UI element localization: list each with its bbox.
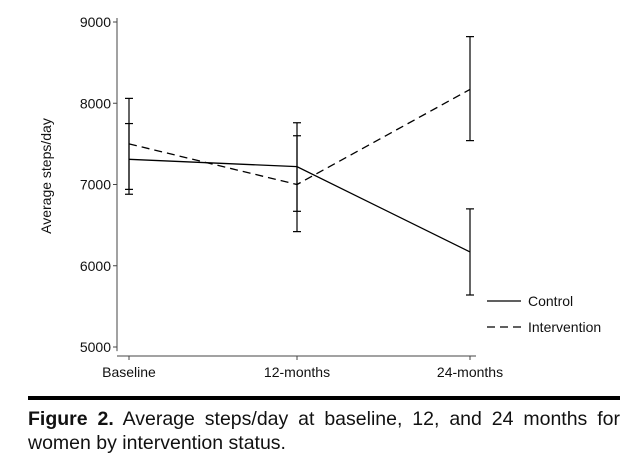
error-bars xyxy=(125,36,474,296)
legend: Control Intervention xyxy=(487,293,601,335)
series-line-intervention xyxy=(128,88,471,186)
caption-text: Average steps/day at baseline, 12, and 2… xyxy=(28,408,620,454)
legend-label: Intervention xyxy=(528,319,601,335)
caption-divider xyxy=(28,396,620,400)
series-lines xyxy=(128,88,471,253)
x-tick-label: 12-months xyxy=(264,364,330,380)
y-tick-label: 6000 xyxy=(80,258,111,274)
x-tick-label: Baseline xyxy=(102,364,156,380)
y-tick-label: 8000 xyxy=(80,95,111,111)
y-tick-label: 7000 xyxy=(80,177,111,193)
y-tick-label: 9000 xyxy=(80,14,111,30)
axes: 5000 6000 7000 8000 9000 Baseline 12-months 24-… xyxy=(38,14,503,380)
caption-lead: Figure 2. xyxy=(28,408,114,430)
chart: 5000 6000 7000 8000 9000 Baseline 12-months 24-… xyxy=(38,14,601,380)
figure-caption: Figure 2. Average steps/day at baseline,… xyxy=(28,407,620,455)
y-axis-label: Average steps/day xyxy=(38,118,54,234)
series-line-control xyxy=(128,158,471,253)
legend-label: Control xyxy=(528,293,573,309)
y-tick-label: 5000 xyxy=(80,339,111,355)
x-tick-label: 24-months xyxy=(437,364,503,380)
